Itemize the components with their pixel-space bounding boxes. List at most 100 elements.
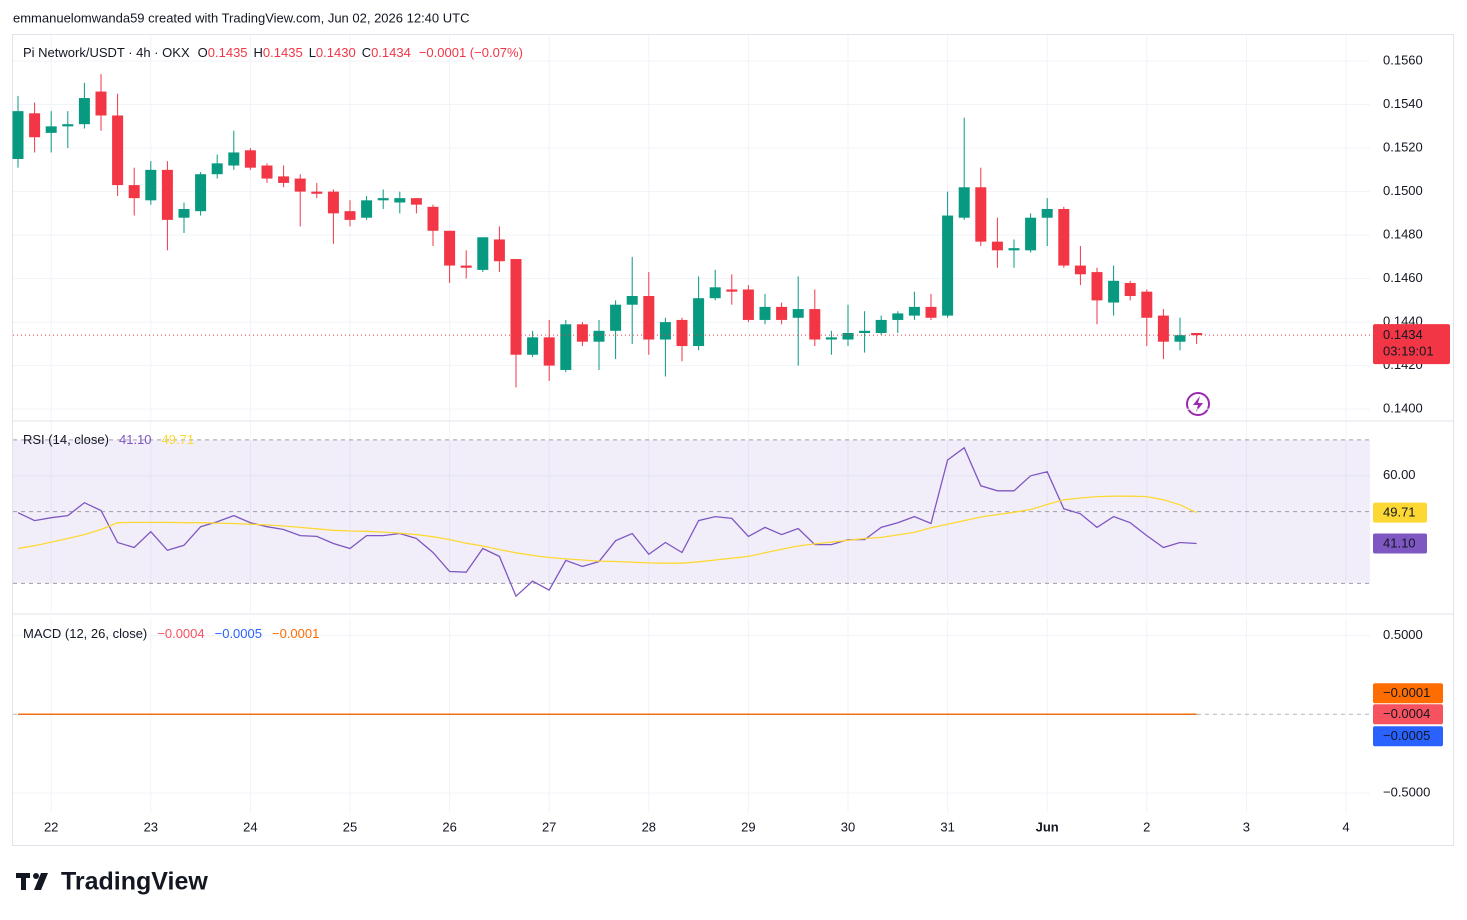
candle-body — [29, 113, 41, 138]
candle-body — [294, 178, 306, 192]
value-badge — [1373, 502, 1427, 523]
x-tick-label: 4 — [1342, 819, 1349, 834]
candle-body — [195, 174, 207, 212]
x-tick-label: 23 — [144, 819, 158, 834]
candle-body — [1008, 248, 1020, 251]
y-tick-label: 0.5000 — [1383, 627, 1423, 642]
candle-body — [1025, 217, 1037, 251]
candle-body — [112, 115, 124, 186]
candle-body — [427, 206, 439, 231]
logo-icon — [16, 873, 48, 890]
y-tick-label: 60.00 — [1383, 467, 1416, 482]
candle-body — [942, 215, 954, 316]
price-badge — [1373, 324, 1450, 365]
candle-body — [759, 306, 771, 320]
candle-body — [178, 209, 190, 218]
x-tick-label: 30 — [841, 819, 855, 834]
x-tick-label: 26 — [442, 819, 456, 834]
value-badge-label: 49.71 — [1383, 505, 1416, 520]
candle-body — [211, 163, 223, 175]
candle-body — [892, 313, 904, 320]
value-badge — [1373, 726, 1443, 747]
candle-body — [626, 296, 638, 305]
y-tick-label: 0.1560 — [1383, 53, 1423, 68]
indicator-line — [17, 495, 1197, 564]
candle-body — [510, 259, 522, 355]
attribution: emmanuelomwanda59 created with TradingVi… — [13, 10, 469, 25]
candle-body — [776, 306, 788, 320]
candle-body — [709, 287, 721, 299]
x-tick-label: 24 — [243, 819, 257, 834]
y-tick-label: 0.1500 — [1383, 183, 1423, 198]
candle-body — [1041, 209, 1053, 218]
candle-body — [925, 306, 937, 318]
value-badge — [1373, 683, 1443, 704]
candle-body — [792, 309, 804, 318]
legend-item: −0.0004 — [157, 626, 204, 641]
candle-body — [361, 200, 373, 218]
legend-item: C — [362, 45, 371, 60]
candle-body — [975, 187, 987, 242]
candle-body — [576, 324, 588, 342]
x-tick-label: Jun — [1036, 819, 1059, 834]
x-tick-label: 3 — [1243, 819, 1250, 834]
candle-body — [875, 319, 887, 333]
legend-item: 49.71 — [162, 432, 195, 447]
candle-body — [676, 319, 688, 347]
legend-item: H — [254, 45, 263, 60]
candle-body — [1058, 209, 1070, 266]
candle-body — [859, 330, 871, 333]
candle-body — [1124, 282, 1136, 297]
x-tick-label: 2 — [1143, 819, 1150, 834]
candle-body — [394, 198, 406, 203]
candle-body — [1157, 315, 1169, 342]
candle-body — [228, 152, 240, 166]
candle-body — [543, 337, 555, 366]
candle-body — [1141, 291, 1153, 318]
candle-body — [593, 330, 605, 342]
candle-body — [493, 239, 505, 262]
candle-body — [460, 265, 472, 268]
y-tick-label: 0.1540 — [1383, 96, 1423, 111]
candle-body — [1091, 272, 1103, 301]
candle-body — [327, 191, 339, 214]
candle-body — [128, 185, 140, 199]
legend-item: 0.1435 — [263, 45, 303, 60]
candle-body — [958, 187, 970, 218]
candle-body — [1074, 265, 1086, 275]
value-badge-label: −0.0001 — [1383, 685, 1430, 700]
candle-body — [560, 324, 572, 370]
candle-body — [1191, 332, 1203, 336]
countdown-label: 03:19:01 — [1383, 344, 1434, 359]
candle-body — [62, 124, 74, 127]
legend-item: MACD (12, 26, close) — [23, 626, 147, 641]
alert-icon — [1186, 392, 1210, 416]
value-badge-label: −0.0004 — [1383, 706, 1430, 721]
legend-item: Pi Network/USDT · 4h · OKX — [23, 45, 190, 60]
candle-body — [45, 126, 57, 133]
candle-body — [477, 237, 489, 270]
x-tick-label: 29 — [741, 819, 755, 834]
value-badge — [1373, 704, 1443, 725]
candle-body — [278, 176, 290, 183]
candle-body — [742, 289, 754, 320]
x-tick-label: 22 — [44, 819, 58, 834]
y-tick-label: 0.1520 — [1383, 140, 1423, 155]
candle-body — [527, 337, 539, 355]
x-tick-label: 31 — [940, 819, 954, 834]
candle-body — [444, 230, 456, 266]
legend-item: 41.10 — [119, 432, 152, 447]
candle-body — [261, 165, 273, 179]
price-badge-label: 0.1434 — [1383, 327, 1423, 342]
candle-body — [12, 111, 24, 159]
candle-body — [410, 198, 422, 205]
value-badge-label: −0.0005 — [1383, 728, 1430, 743]
legend-item: −0.0001 (−0.07%) — [419, 45, 523, 60]
candle-body — [1108, 280, 1120, 303]
candle-body — [659, 322, 671, 340]
legend: Pi Network/USDT · 4h · OKX O0.1435 H0.1435… — [23, 45, 523, 60]
candle-body — [643, 296, 655, 340]
candle-body — [145, 169, 157, 201]
